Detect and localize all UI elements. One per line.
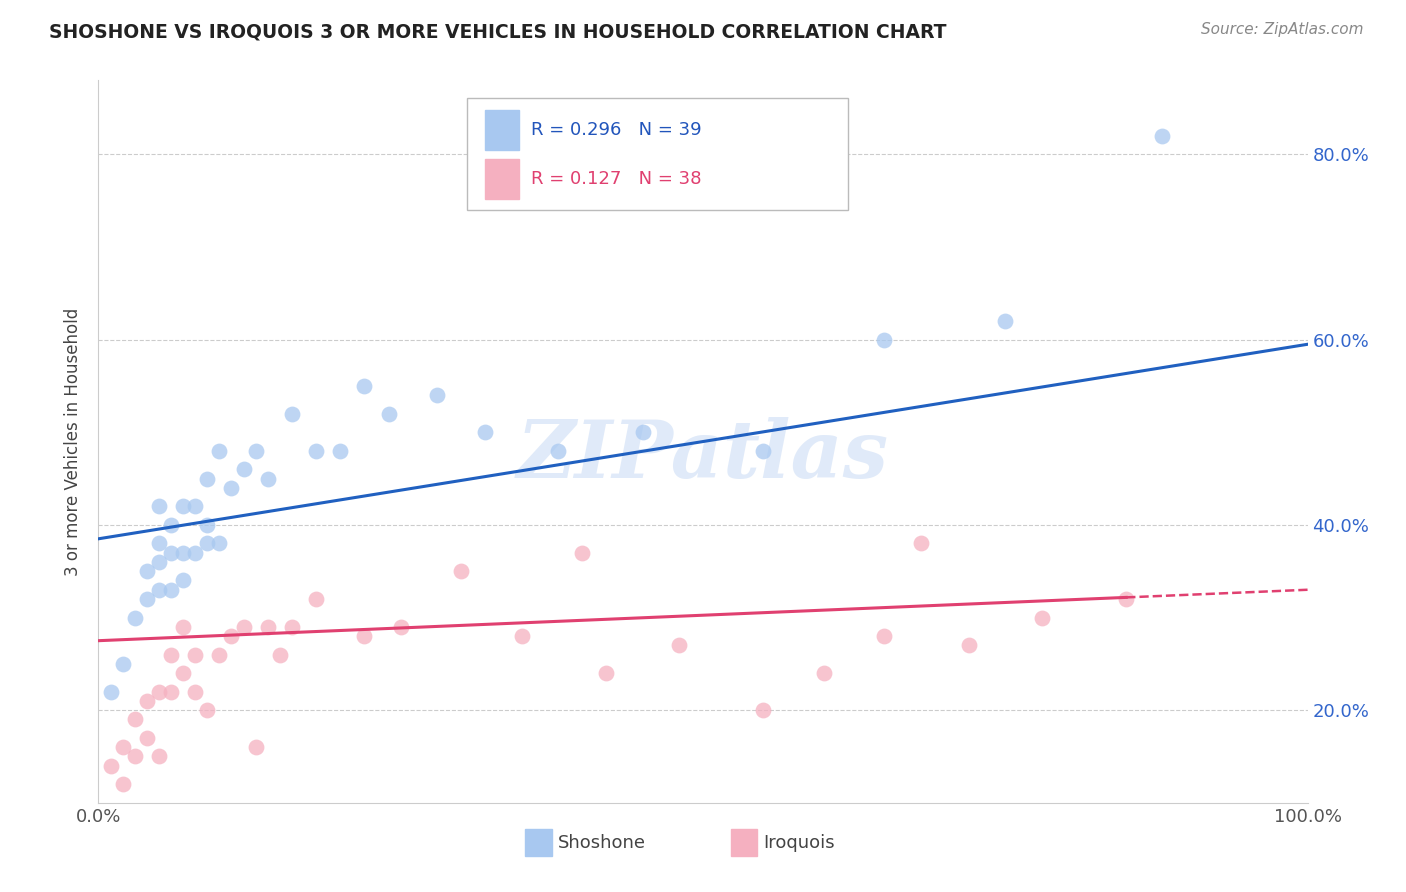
Point (232, 620, 254, 634)
Point (1152, 128, 1174, 143)
Point (752, 443, 775, 458)
Point (172, 620, 194, 634)
Point (510, 629, 533, 643)
Point (994, 314, 1017, 328)
Point (631, 425, 654, 440)
Point (595, 666, 617, 681)
Point (910, 536, 932, 550)
Point (160, 582, 183, 597)
Point (256, 620, 278, 634)
Point (111, 777, 134, 791)
Point (172, 500, 194, 514)
Point (184, 546, 207, 560)
Point (100, 684, 122, 698)
Point (389, 620, 412, 634)
Y-axis label: 3 or more Vehicles in Household: 3 or more Vehicles in Household (65, 308, 83, 575)
Point (135, 731, 157, 745)
Point (813, 666, 835, 681)
Point (135, 694, 157, 708)
Point (184, 648, 207, 662)
Point (474, 425, 496, 440)
Point (873, 333, 896, 347)
Point (124, 713, 146, 727)
Text: R = 0.127   N = 38: R = 0.127 N = 38 (531, 170, 702, 188)
Point (148, 749, 170, 764)
Point (100, 758, 122, 772)
Point (135, 564, 157, 578)
Point (124, 610, 146, 624)
Point (305, 443, 328, 458)
Point (1115, 592, 1137, 607)
Text: ZIPatlas: ZIPatlas (517, 417, 889, 495)
Point (148, 500, 170, 514)
Point (329, 443, 352, 458)
Point (281, 620, 304, 634)
Point (232, 462, 254, 476)
Point (195, 703, 218, 717)
Point (208, 648, 231, 662)
Point (124, 749, 146, 764)
Point (111, 657, 134, 671)
Point (195, 517, 218, 532)
Point (269, 648, 291, 662)
Point (208, 443, 231, 458)
Point (245, 740, 267, 755)
Point (353, 629, 375, 643)
Text: SHOSHONE VS IROQUOIS 3 OR MORE VEHICLES IN HOUSEHOLD CORRELATION CHART: SHOSHONE VS IROQUOIS 3 OR MORE VEHICLES … (49, 22, 946, 41)
Point (160, 648, 183, 662)
Point (957, 638, 980, 652)
Point (148, 555, 170, 569)
Point (160, 684, 183, 698)
Point (221, 481, 243, 495)
Point (426, 388, 449, 402)
Point (148, 536, 170, 550)
Point (195, 472, 218, 486)
Point (752, 703, 775, 717)
Point (184, 684, 207, 698)
Point (353, 379, 375, 393)
Point (148, 582, 170, 597)
Point (135, 592, 157, 607)
Point (450, 564, 472, 578)
Point (281, 407, 304, 421)
Text: Source: ZipAtlas.com: Source: ZipAtlas.com (1201, 22, 1364, 37)
Point (172, 666, 194, 681)
Point (111, 740, 134, 755)
Bar (731, 829, 758, 856)
Point (1031, 610, 1053, 624)
Bar (526, 829, 553, 856)
Point (148, 684, 170, 698)
Point (256, 472, 278, 486)
Point (160, 517, 183, 532)
Point (305, 592, 328, 607)
Text: Shoshone: Shoshone (558, 833, 645, 852)
Point (221, 629, 243, 643)
Point (160, 546, 183, 560)
Point (547, 443, 569, 458)
Point (571, 546, 593, 560)
Text: Iroquois: Iroquois (763, 833, 835, 852)
Point (245, 443, 267, 458)
Point (184, 500, 207, 514)
Bar (485, 159, 519, 199)
Text: R = 0.296   N = 39: R = 0.296 N = 39 (531, 120, 702, 138)
Point (172, 574, 194, 588)
FancyBboxPatch shape (467, 98, 848, 211)
Bar (485, 110, 519, 150)
Point (172, 546, 194, 560)
Point (668, 638, 690, 652)
Point (195, 536, 218, 550)
Point (873, 629, 896, 643)
Point (208, 536, 231, 550)
Point (377, 407, 399, 421)
